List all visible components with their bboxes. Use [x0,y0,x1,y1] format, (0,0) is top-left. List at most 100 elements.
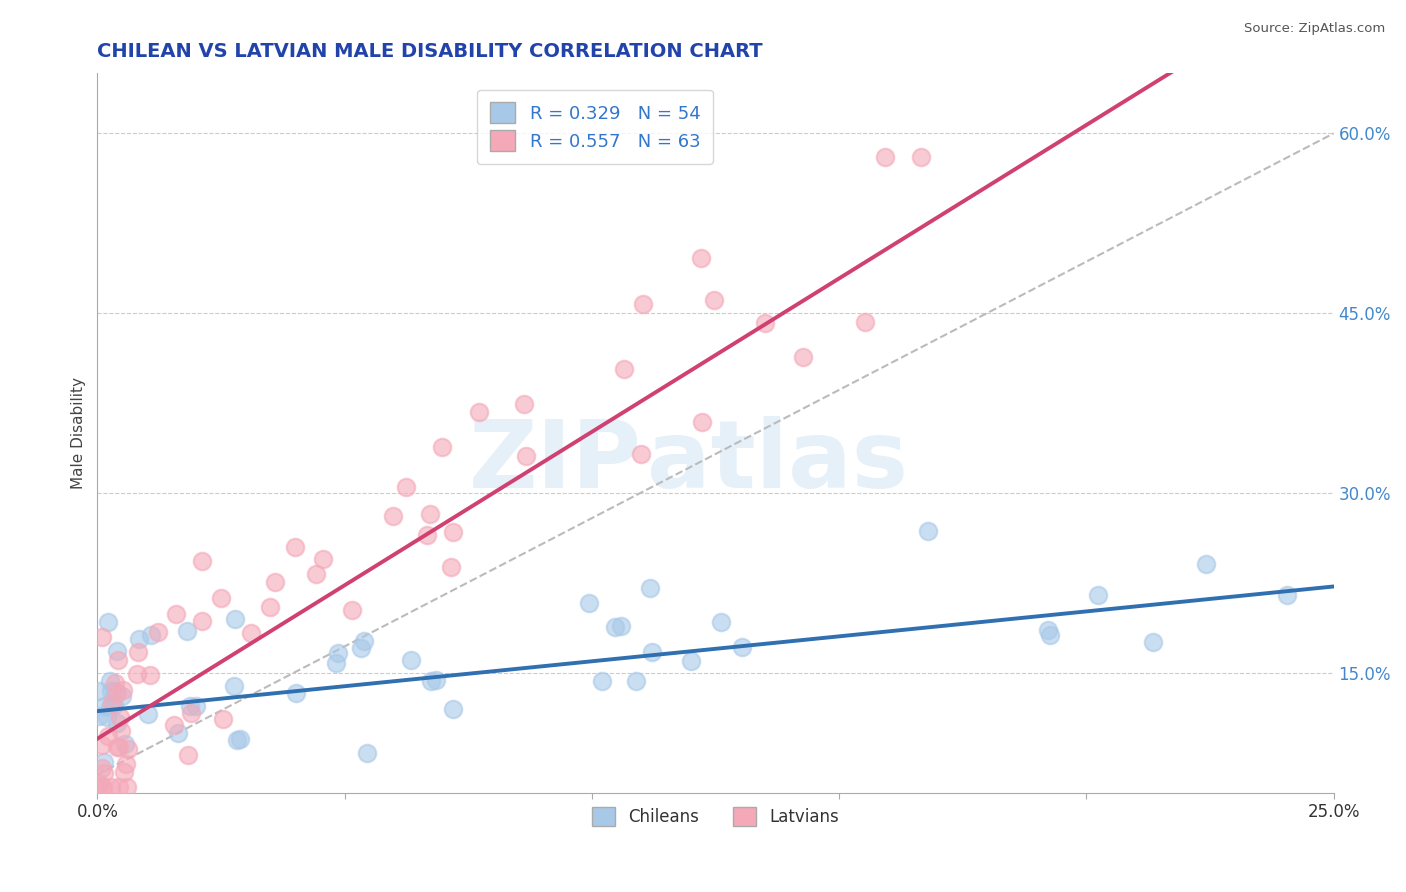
Point [1036,623,1059,637]
Point [709,615,731,630]
Point [146,624,169,639]
Point [468,405,491,419]
Point [105,740,128,755]
Point [326,646,349,660]
Point [98,700,121,714]
Point [631,297,654,311]
Point [224,679,246,693]
Point [105,716,128,731]
Point [624,674,647,689]
Point [177,748,200,763]
Point [578,596,600,610]
Text: CHILEAN VS LATVIAN MALE DISABILITY CORRELATION CHART: CHILEAN VS LATVIAN MALE DISABILITY CORRE… [97,42,763,61]
Point [96,710,118,724]
Point [792,350,814,364]
Point [731,640,754,654]
Point [167,725,190,739]
Point [127,645,149,659]
Point [114,737,136,751]
Point [93,756,115,770]
Point [110,690,132,704]
Point [873,150,896,164]
Point [284,541,307,555]
Point [754,316,776,330]
Point [90,738,112,752]
Point [1039,628,1062,642]
Point [416,527,439,541]
Point [910,150,932,164]
Point [165,607,187,621]
Point [108,709,131,723]
Point [180,706,202,721]
Point [93,699,115,714]
Point [191,614,214,628]
Point [917,524,939,539]
Point [420,673,443,688]
Point [613,361,636,376]
Point [610,619,633,633]
Point [105,686,128,700]
Point [186,699,208,714]
Point [381,509,404,524]
Point [100,684,122,698]
Point [87,775,110,789]
Point [441,524,464,539]
Point [104,684,127,698]
Point [703,293,725,307]
Point [419,507,441,521]
Point [212,712,235,726]
Legend: Chileans, Latvians: Chileans, Latvians [583,798,848,835]
Point [97,615,120,629]
Point [1194,558,1216,572]
Point [90,631,112,645]
Text: atlas: atlas [648,416,908,508]
Point [87,780,110,794]
Point [395,480,418,494]
Text: Source: ZipAtlas.com: Source: ZipAtlas.com [1244,22,1385,36]
Point [139,668,162,682]
Point [681,654,703,668]
Point [430,440,453,454]
Point [112,765,135,780]
Point [441,702,464,716]
Point [93,765,115,780]
Point [224,612,246,626]
Point [125,667,148,681]
Point [90,761,112,775]
Point [1142,635,1164,649]
Point [638,581,661,595]
Point [100,696,122,710]
Y-axis label: Male Disability: Male Disability [72,377,86,489]
Point [191,554,214,568]
Point [641,645,664,659]
Point [209,591,232,606]
Point [104,676,127,690]
Point [1277,589,1299,603]
Point [98,673,121,688]
Point [425,673,447,687]
Point [128,632,150,646]
Point [89,708,111,723]
Point [853,315,876,329]
Point [263,575,285,590]
Point [110,724,132,739]
Point [115,780,138,794]
Point [139,628,162,642]
Point [1087,588,1109,602]
Point [114,756,136,771]
Point [239,626,262,640]
Point [325,657,347,671]
Point [108,780,131,794]
Point [692,415,714,429]
Point [117,742,139,756]
Point [97,729,120,743]
Point [89,684,111,698]
Point [107,739,129,754]
Point [515,449,537,463]
Point [111,682,134,697]
Point [605,620,627,634]
Point [312,551,335,566]
Point [399,653,422,667]
Point [305,566,328,581]
Point [356,746,378,760]
